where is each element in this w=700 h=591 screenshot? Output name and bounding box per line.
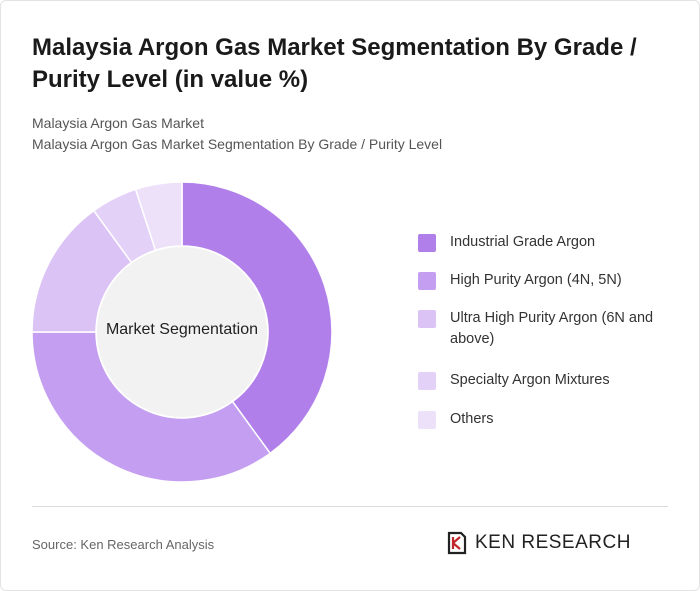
legend-label: Specialty Argon Mixtures — [450, 372, 610, 388]
donut-hole — [97, 247, 267, 417]
donut-slice-4 — [134, 181, 183, 252]
source-note: Source: Ken Research Analysis — [32, 537, 215, 552]
ken-research-logo-icon — [447, 531, 467, 555]
chart-title: Malaysia Argon Gas Market Segmentation B… — [32, 34, 637, 93]
logo-text: KEN RESEARCH — [475, 532, 631, 553]
ken-research-logo: KEN RESEARCH — [447, 531, 631, 555]
legend-label: Industrial Grade Argon — [450, 234, 596, 250]
legend-item-1: High Purity Argon (4N, 5N) — [418, 270, 660, 291]
legend-label: High Purity Argon (4N, 5N) — [450, 272, 622, 288]
legend-swatch — [418, 310, 436, 328]
donut-chart — [31, 181, 333, 483]
legend-swatch — [418, 372, 436, 390]
legend-label: Ultra High Purity Argon (6N and above) — [450, 310, 654, 347]
footer-divider — [32, 506, 668, 507]
chart-subtitle-market: Malaysia Argon Gas Market — [32, 115, 204, 131]
legend-item-0: Industrial Grade Argon — [418, 232, 660, 253]
legend-label: Others — [450, 411, 494, 427]
donut-center-label: Market Segmentation — [105, 321, 259, 338]
donut-slice-0 — [181, 181, 333, 455]
legend-item-4: Others — [418, 409, 660, 430]
legend-swatch — [418, 411, 436, 429]
legend-swatch — [418, 272, 436, 290]
donut-slice-1 — [31, 331, 272, 483]
legend-item-2: Ultra High Purity Argon (6N and above) — [418, 308, 660, 350]
legend-swatch — [418, 234, 436, 252]
legend-item-3: Specialty Argon Mixtures — [418, 370, 660, 391]
chart-subtitle-segmentation: Malaysia Argon Gas Market Segmentation B… — [32, 136, 443, 152]
